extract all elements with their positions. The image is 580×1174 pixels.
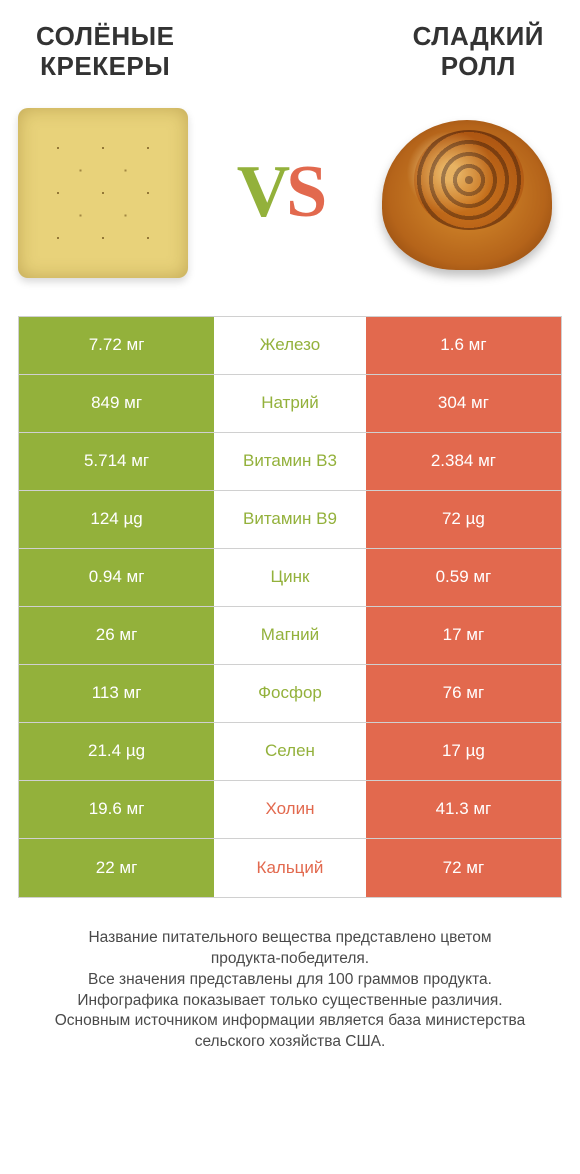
table-row: 7.72 мгЖелезо1.6 мг bbox=[19, 317, 561, 375]
text: Название питательного вещества представл… bbox=[88, 929, 491, 946]
nutrient-label: Натрий bbox=[214, 375, 366, 432]
table-row: 124 µgВитамин B972 µg bbox=[19, 491, 561, 549]
nutrient-label: Фосфор bbox=[214, 665, 366, 722]
right-value: 2.384 мг bbox=[366, 433, 561, 490]
left-value: 22 мг bbox=[19, 839, 214, 897]
right-value: 76 мг bbox=[366, 665, 561, 722]
nutrient-label: Кальций bbox=[214, 839, 366, 897]
text: КРЕКЕРЫ bbox=[40, 51, 170, 81]
right-value: 17 µg bbox=[366, 723, 561, 780]
sweet-roll-icon bbox=[372, 108, 562, 278]
nutrient-label: Железо bbox=[214, 317, 366, 374]
nutrient-label: Магний bbox=[214, 607, 366, 664]
left-value: 5.714 мг bbox=[19, 433, 214, 490]
right-value: 1.6 мг bbox=[366, 317, 561, 374]
product-images-row: VS bbox=[0, 94, 580, 304]
nutrient-label: Селен bbox=[214, 723, 366, 780]
right-value: 0.59 мг bbox=[366, 549, 561, 606]
vs-label: VS bbox=[237, 150, 324, 235]
table-row: 113 мгФосфор76 мг bbox=[19, 665, 561, 723]
table-row: 5.714 мгВитамин B32.384 мг bbox=[19, 433, 561, 491]
left-value: 26 мг bbox=[19, 607, 214, 664]
left-value: 21.4 µg bbox=[19, 723, 214, 780]
table-row: 0.94 мгЦинк0.59 мг bbox=[19, 549, 561, 607]
nutrient-label: Холин bbox=[214, 781, 366, 838]
text: РОЛЛ bbox=[441, 51, 516, 81]
table-row: 26 мгМагний17 мг bbox=[19, 607, 561, 665]
text: Инфографика показывает только существенн… bbox=[77, 992, 502, 1009]
cracker-icon bbox=[18, 108, 188, 278]
product-left-title: СОЛЁНЫЕ КРЕКЕРЫ bbox=[36, 22, 174, 82]
nutrient-label: Витамин B3 bbox=[214, 433, 366, 490]
left-value: 849 мг bbox=[19, 375, 214, 432]
nutrient-label: Витамин B9 bbox=[214, 491, 366, 548]
header: СОЛЁНЫЕ КРЕКЕРЫ СЛАДКИЙ РОЛЛ bbox=[0, 0, 580, 94]
nutrient-label: Цинк bbox=[214, 549, 366, 606]
vs-s: S bbox=[286, 151, 323, 233]
table-row: 22 мгКальций72 мг bbox=[19, 839, 561, 897]
right-value: 304 мг bbox=[366, 375, 561, 432]
text: СЛАДКИЙ bbox=[413, 21, 544, 51]
text: Все значения представлены для 100 граммо… bbox=[88, 971, 492, 988]
table-row: 19.6 мгХолин41.3 мг bbox=[19, 781, 561, 839]
right-value: 17 мг bbox=[366, 607, 561, 664]
comparison-table: 7.72 мгЖелезо1.6 мг849 мгНатрий304 мг5.7… bbox=[18, 316, 562, 898]
text: СОЛЁНЫЕ bbox=[36, 21, 174, 51]
right-value: 41.3 мг bbox=[366, 781, 561, 838]
table-row: 849 мгНатрий304 мг bbox=[19, 375, 561, 433]
table-row: 21.4 µgСелен17 µg bbox=[19, 723, 561, 781]
text: продукта-победителя. bbox=[211, 950, 369, 967]
left-value: 124 µg bbox=[19, 491, 214, 548]
vs-v: V bbox=[237, 151, 286, 233]
left-value: 113 мг bbox=[19, 665, 214, 722]
left-value: 7.72 мг bbox=[19, 317, 214, 374]
left-value: 0.94 мг bbox=[19, 549, 214, 606]
text: Основным источником информации является … bbox=[55, 1012, 526, 1029]
text: сельского хозяйства США. bbox=[195, 1033, 386, 1050]
left-value: 19.6 мг bbox=[19, 781, 214, 838]
right-value: 72 µg bbox=[366, 491, 561, 548]
product-right-title: СЛАДКИЙ РОЛЛ bbox=[413, 22, 544, 82]
footnote: Название питательного вещества представл… bbox=[20, 928, 560, 1054]
right-value: 72 мг bbox=[366, 839, 561, 897]
